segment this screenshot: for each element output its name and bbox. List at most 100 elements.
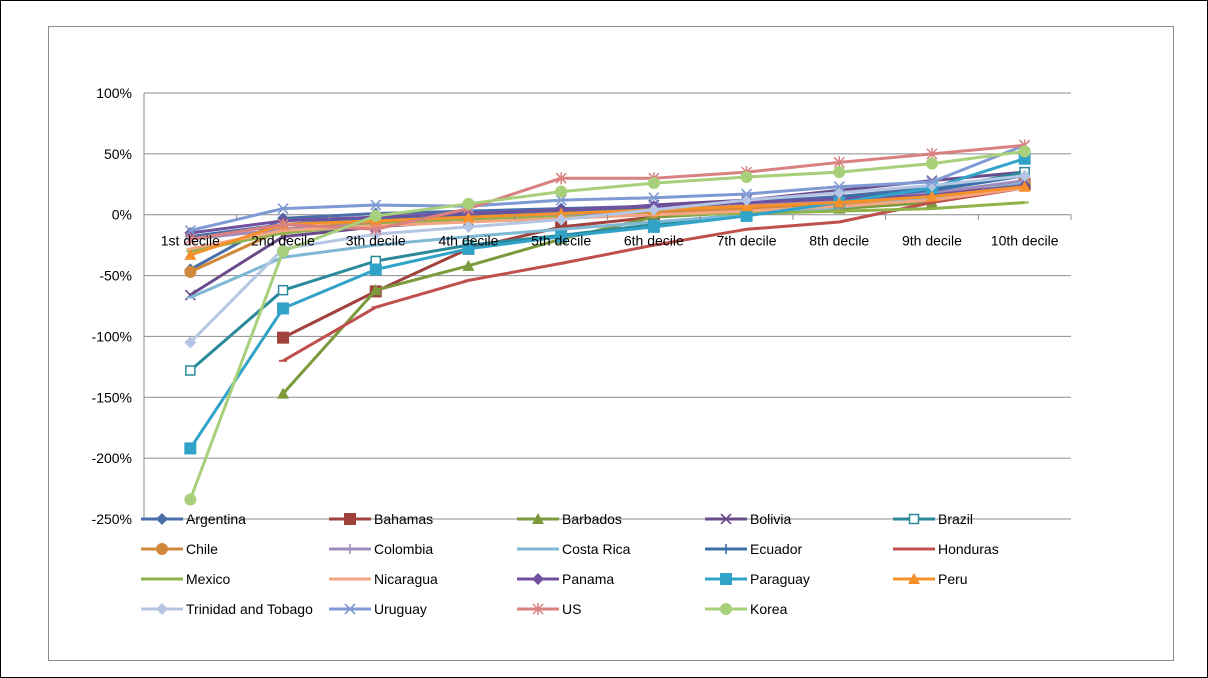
- legend-marker: [345, 544, 355, 554]
- data-point: [740, 188, 753, 200]
- legend-marker: [156, 603, 168, 615]
- data-point: [555, 185, 568, 198]
- y-tick-label: 0%: [112, 207, 132, 223]
- data-point: [369, 263, 382, 276]
- data-point: [1018, 145, 1031, 158]
- chart-area: 100% 50% 0% -50% -100% -150% -200% -250% 1st dec…: [48, 26, 1174, 661]
- data-point: [184, 248, 197, 260]
- legend-marker: [720, 513, 732, 525]
- legend-item: Mexico: [141, 571, 231, 587]
- series-group: [184, 139, 1031, 506]
- series-line: [189, 185, 1025, 257]
- legend-item: US: [517, 601, 581, 617]
- data-point: [833, 196, 846, 208]
- y-tick-label: -100%: [92, 328, 132, 344]
- legend-label: Trinidad and Tobago: [186, 601, 313, 617]
- data-point: [369, 209, 382, 222]
- legend-label: Ecuador: [750, 541, 802, 557]
- data-point: [925, 190, 938, 202]
- legend-item: Honduras: [893, 541, 999, 557]
- data-point: [277, 387, 290, 399]
- legend-label: Honduras: [938, 541, 999, 557]
- data-point: [647, 220, 660, 233]
- legend-label: Korea: [750, 601, 788, 617]
- legend-label: US: [562, 601, 581, 617]
- data-point: [555, 172, 567, 185]
- data-point: [184, 233, 196, 246]
- legend-item: Bahamas: [329, 511, 433, 527]
- data-point: [926, 176, 938, 188]
- data-point: [925, 157, 938, 170]
- legend-label: Panama: [562, 571, 614, 587]
- x-tick-label: 8th decile: [809, 233, 869, 249]
- data-point: [648, 192, 660, 204]
- legend-marker: [344, 513, 356, 525]
- legend-marker: [720, 573, 732, 585]
- data-point: [370, 199, 382, 211]
- data-point: [369, 284, 382, 296]
- x-axis: 1st decile 2nd decile 3th decile 4th decile…: [143, 214, 1072, 249]
- x-tick-label: 7th decile: [717, 233, 777, 249]
- data-point: [647, 177, 660, 190]
- data-point: [555, 207, 568, 219]
- legend-item: Korea: [705, 601, 788, 617]
- data-point: [462, 197, 475, 210]
- legend-marker: [908, 573, 920, 584]
- legend-marker: [720, 603, 732, 615]
- y-tick-label: -200%: [92, 450, 132, 466]
- legend-item: Peru: [893, 571, 968, 587]
- legend-item: Ecuador: [705, 541, 802, 557]
- x-tick-label: 4th decile: [438, 233, 498, 249]
- data-point: [277, 302, 290, 315]
- series-uruguay: [184, 139, 1031, 237]
- legend-item: Colombia: [329, 541, 433, 557]
- line-chart: 100% 50% 0% -50% -100% -150% -200% -250% 1st dec…: [92, 85, 1072, 617]
- legend-item: Nicaragua: [329, 571, 438, 587]
- legend-marker: [344, 603, 356, 615]
- data-point: [555, 230, 568, 243]
- legend-marker: [156, 513, 168, 525]
- data-point: [1018, 169, 1031, 182]
- legend-label: Argentina: [186, 511, 246, 527]
- x-tick-label: 5th decile: [531, 233, 591, 249]
- data-point: [555, 213, 568, 226]
- legend-label: Costa Rica: [562, 541, 631, 557]
- data-point: [184, 336, 197, 349]
- data-point: [277, 218, 289, 231]
- data-point: [370, 223, 382, 236]
- legend-label: Barbados: [562, 511, 622, 527]
- data-point: [1018, 180, 1031, 192]
- series-line: [190, 143, 1025, 241]
- legend: Argentina Bahamas Barbados Bolivia Brazil Chi…: [141, 511, 999, 617]
- series-line: [189, 143, 1026, 232]
- legend-item: Trinidad and Tobago: [141, 601, 313, 617]
- legend-item: Argentina: [141, 511, 246, 527]
- legend-marker: [532, 603, 544, 615]
- series-line: [188, 149, 1025, 501]
- data-point: [833, 181, 845, 193]
- data-point: [462, 220, 475, 233]
- legend-item: Paraguay: [705, 571, 810, 587]
- data-point: [184, 493, 197, 506]
- series-line: [189, 174, 1025, 344]
- data-point: [277, 331, 290, 344]
- data-point: [184, 224, 196, 237]
- data-point: [185, 365, 196, 376]
- series-korea: [184, 145, 1031, 506]
- data-point: [740, 170, 753, 183]
- data-point: [462, 259, 475, 271]
- x-tick-label: 10th decile: [991, 233, 1059, 249]
- x-tick-label: 2nd decile: [251, 233, 315, 249]
- legend-marker: [532, 573, 544, 585]
- data-point: [462, 211, 475, 223]
- data-point: [184, 265, 197, 278]
- legend-marker: [908, 513, 920, 525]
- legend-label: Uruguay: [374, 601, 427, 617]
- legend-label: Brazil: [938, 511, 973, 527]
- data-point: [277, 284, 289, 296]
- data-point: [184, 442, 197, 455]
- legend-label: Chile: [186, 541, 218, 557]
- legend-item: Brazil: [893, 511, 973, 527]
- x-tick-label: 6th decile: [624, 233, 684, 249]
